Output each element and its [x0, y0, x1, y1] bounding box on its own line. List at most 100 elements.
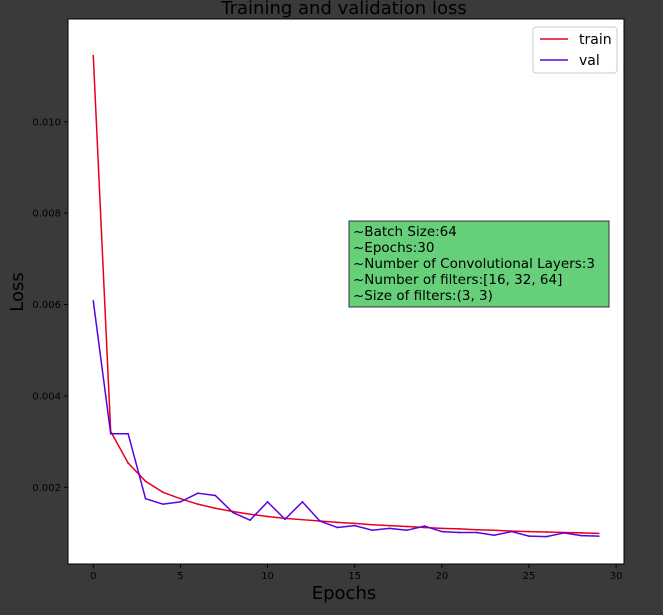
val-line-segment [545, 532, 565, 538]
train-point [92, 54, 95, 57]
val-point [92, 300, 95, 302]
train-point [441, 527, 443, 530]
val-line-segment [475, 531, 495, 536]
train-line-segment [162, 491, 182, 500]
train-line-segment [388, 524, 408, 528]
train-point [197, 503, 199, 505]
val-line-segment [162, 501, 182, 505]
train-point [458, 528, 461, 530]
val-line-segment [493, 530, 513, 536]
train-point [580, 532, 583, 534]
y-tick-label: 0.008 [32, 209, 61, 220]
series-train [92, 54, 600, 535]
val-line-segment [423, 525, 443, 533]
train-line-segment [371, 523, 391, 527]
val-line-segment [214, 494, 234, 514]
train-line-segment [493, 529, 513, 532]
y-axis-ticks: 0.002 0.004 0.006 0.008 0.010 [32, 117, 68, 494]
train-line-segment [197, 503, 217, 510]
train-point [301, 518, 304, 521]
val-point [179, 501, 182, 503]
train-line-segment [301, 518, 321, 522]
val-point [144, 497, 147, 500]
val-line-segment [301, 501, 321, 522]
val-line-segment [319, 520, 339, 529]
val-line-segment [127, 433, 147, 500]
train-line-segment [144, 480, 164, 494]
train-point [266, 515, 269, 518]
val-point [388, 527, 391, 530]
val-point [597, 535, 600, 537]
train-line-segment [249, 513, 269, 518]
val-point [475, 531, 478, 534]
train-point [475, 528, 478, 531]
val-point [109, 433, 112, 435]
x-tick-label: 20 [435, 571, 448, 582]
x-tick-label: 10 [261, 571, 274, 582]
val-point [563, 532, 565, 534]
val-line-segment [92, 300, 112, 435]
train-point [162, 491, 164, 494]
val-line-segment [563, 532, 583, 537]
x-axis-ticks: 0 5 10 15 20 25 30 [90, 564, 623, 582]
val-line-segment [266, 501, 286, 520]
train-point [127, 462, 129, 464]
train-line-segment [214, 507, 234, 513]
val-line-segment [179, 492, 199, 503]
val-line-segment [441, 530, 461, 534]
y-tick-label: 0.004 [32, 391, 61, 402]
train-line-segment [109, 430, 129, 464]
train-point [249, 513, 251, 516]
val-point [336, 526, 339, 529]
val-point [266, 501, 269, 503]
train-point [406, 525, 408, 528]
train-line-segment [92, 54, 112, 433]
chart-title: Training and validation loss [220, 0, 466, 19]
legend-label-val: val [579, 53, 600, 69]
val-point [162, 503, 164, 505]
val-line-segment [371, 527, 391, 531]
val-point [580, 534, 583, 537]
x-tick-label: 30 [610, 571, 623, 582]
train-line-segment [284, 517, 304, 521]
val-line-segment [336, 524, 356, 529]
val-line-segment [231, 511, 251, 521]
y-axis-label: Loss [7, 272, 28, 311]
x-tick-label: 5 [177, 571, 183, 582]
val-line-segment [353, 524, 373, 531]
train-line-segment [353, 522, 373, 526]
x-tick-label: 0 [90, 571, 96, 582]
x-axis-label: Epochs [312, 583, 377, 604]
train-point [353, 522, 356, 525]
train-line-segment [336, 521, 356, 525]
legend-label-train: train [579, 32, 612, 48]
val-point [510, 530, 513, 533]
legend: train val [532, 26, 618, 74]
x-tick-label: 15 [348, 571, 361, 582]
val-point [284, 518, 286, 521]
val-point [528, 535, 530, 537]
val-point [319, 520, 321, 522]
train-point [336, 521, 339, 524]
train-line-segment [127, 462, 147, 483]
val-line-segment [406, 525, 426, 531]
annotation-line: ~Number of filters:[16, 32, 64] [353, 272, 562, 288]
series-layer [92, 54, 600, 538]
train-point [214, 507, 217, 510]
annotation-line: ~Number of Convolutional Layers:3 [353, 256, 595, 272]
train-point [493, 529, 495, 531]
val-line-segment [388, 527, 408, 531]
annotation-box: ~Batch Size:64 ~Epochs:30 ~Number of Con… [348, 220, 610, 308]
val-point [545, 535, 548, 538]
val-point [423, 525, 426, 527]
annotation-line: ~Size of filters:(3, 3) [353, 288, 493, 304]
val-line-segment [249, 501, 269, 521]
x-tick-label: 25 [523, 571, 536, 582]
annotation-line: ~Batch Size:64 [353, 224, 457, 240]
train-point [388, 524, 391, 527]
train-line-segment [319, 520, 339, 524]
val-line-segment [284, 501, 304, 520]
y-tick-label: 0.006 [32, 300, 61, 311]
val-point [301, 501, 304, 503]
